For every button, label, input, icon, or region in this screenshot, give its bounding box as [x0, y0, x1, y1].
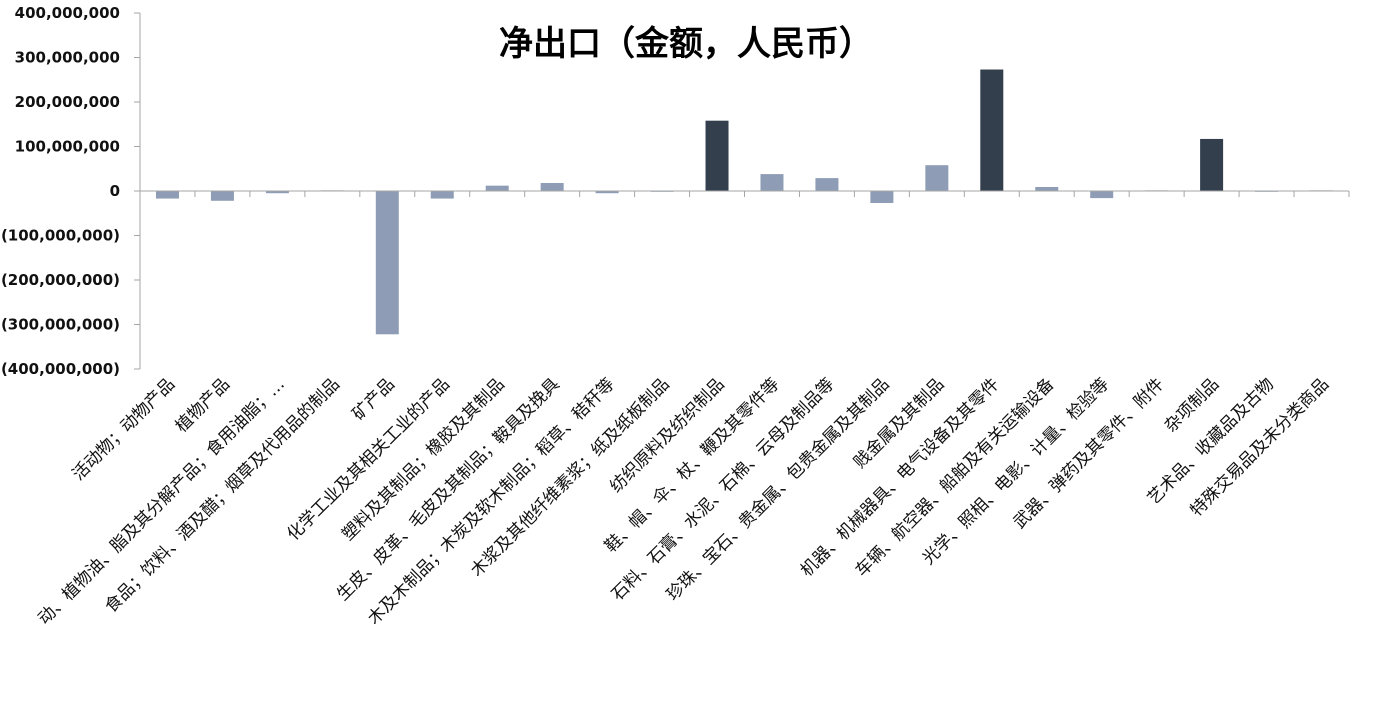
- bar: [705, 120, 729, 191]
- bar: [925, 165, 949, 191]
- x-category-label: 矿产品: [349, 374, 399, 424]
- bar: [870, 191, 894, 204]
- x-category-label: 机器、机械器具、电气设备及其零件: [797, 374, 1003, 580]
- bar: [430, 191, 454, 199]
- y-tick-label: 200,000,000: [15, 93, 120, 111]
- x-category-label: 车辆、航空器、船舶及有关运输设备: [852, 374, 1058, 580]
- x-axis-labels: 活动物；动物产品植物产品动、植物油、脂及其分解产品；食用油脂；…食品；饮料、酒及…: [34, 374, 1333, 629]
- bar: [815, 178, 839, 191]
- y-axis: 400,000,000 300,000,000 200,000,000 100,000…: [1, 4, 141, 378]
- bar: [485, 185, 509, 191]
- bar: [375, 191, 399, 335]
- x-category-label: 动、植物油、脂及其分解产品；食用油脂；…: [34, 374, 289, 629]
- x-category-label: 活动物；动物产品: [69, 374, 179, 484]
- chart-title: 净出口（金额，人民币）: [499, 24, 873, 64]
- y-tick-label: (300,000,000): [1, 316, 120, 334]
- y-tick-label: 0: [110, 182, 120, 200]
- y-tick-label: 100,000,000: [15, 138, 120, 156]
- y-tick-label: 300,000,000: [15, 49, 120, 67]
- bar: [155, 191, 179, 199]
- bar: [1090, 191, 1114, 199]
- x-axis: [139, 190, 1350, 197]
- y-tick-label: 400,000,000: [15, 4, 120, 22]
- y-tick-label: (200,000,000): [1, 271, 120, 289]
- bar: [595, 191, 619, 194]
- bar: [1200, 138, 1224, 191]
- bar: [1035, 186, 1059, 191]
- x-category-label: 木浆及其他纤维素浆；纸及纸板制品: [467, 374, 673, 580]
- bars: [155, 69, 1334, 335]
- bar: [265, 191, 289, 194]
- y-tick-label: (100,000,000): [1, 227, 120, 245]
- y-tick-label: (400,000,000): [1, 360, 120, 378]
- bar: [540, 182, 564, 191]
- bar: [210, 191, 234, 201]
- bar: [980, 69, 1004, 191]
- bar: [760, 174, 784, 191]
